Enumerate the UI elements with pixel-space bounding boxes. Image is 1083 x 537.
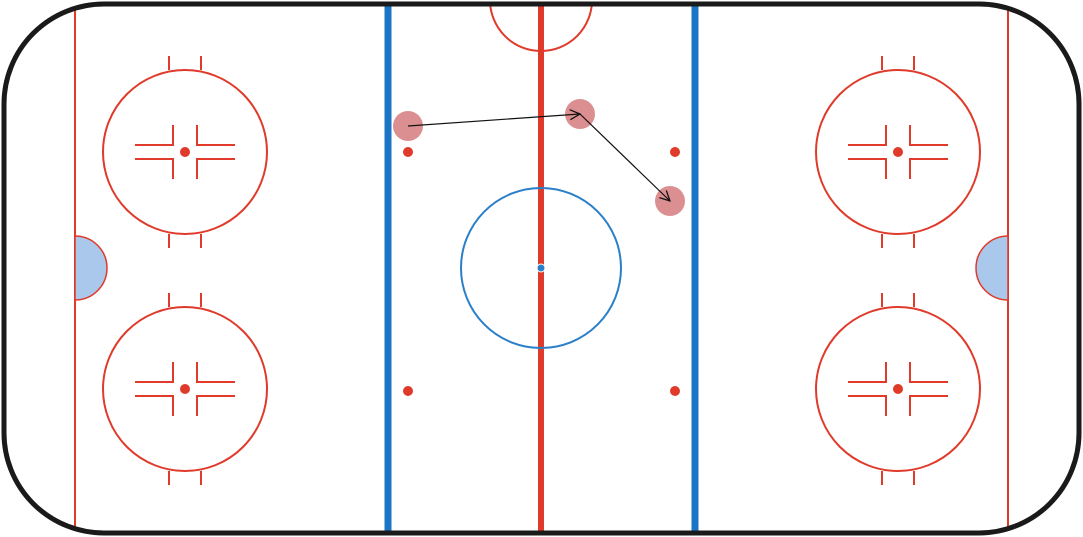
faceoff-circle-right-bottom	[815, 293, 981, 485]
passes-layer	[407, 113, 670, 201]
neutral-zone-dot	[403, 386, 413, 396]
left-goal-crease	[74, 235, 108, 301]
center-faceoff-dot	[536, 263, 546, 273]
faceoff-dot	[180, 384, 190, 394]
faceoff-dot	[893, 384, 903, 394]
faceoff-circle-left-bottom	[102, 293, 268, 485]
pass-arrow-2	[579, 113, 670, 201]
referee-crease	[489, 4, 593, 52]
pass-arrow-1	[407, 114, 580, 127]
center-faceoff-circle	[460, 187, 622, 349]
faceoff-circle-right-top	[815, 56, 981, 248]
neutral-zone-dot	[403, 147, 413, 157]
faceoff-dot	[893, 147, 903, 157]
neutral-zone-dot	[670, 147, 680, 157]
neutral-zone-dot	[670, 386, 680, 396]
faceoff-dot	[180, 147, 190, 157]
faceoff-circle-left-top	[102, 56, 268, 248]
right-goal-crease	[975, 235, 1009, 301]
